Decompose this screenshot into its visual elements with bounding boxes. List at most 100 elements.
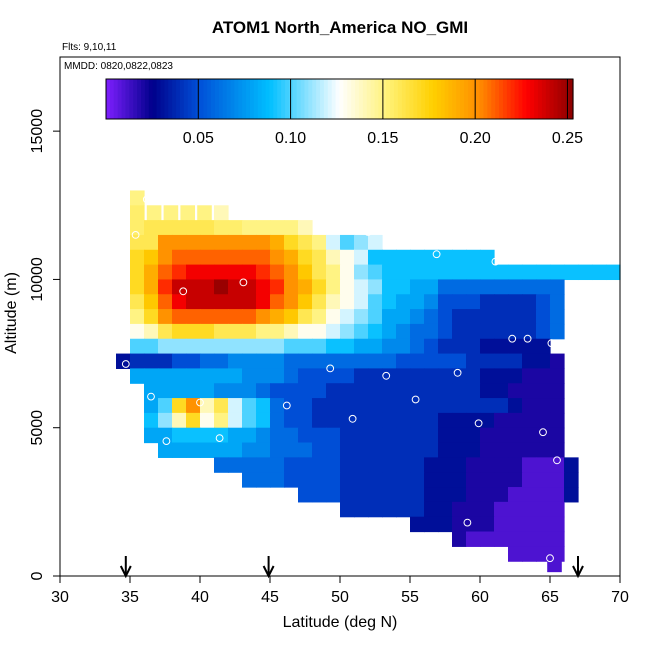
heatmap-cell bbox=[438, 264, 453, 281]
colorbar-segment bbox=[331, 79, 337, 119]
heatmap-cell bbox=[158, 220, 173, 236]
heatmap-cell bbox=[466, 457, 481, 473]
heatmap-cell bbox=[256, 220, 271, 236]
heatmap-cell bbox=[228, 220, 243, 236]
colorbar-segment bbox=[195, 79, 200, 119]
colorbar-segment bbox=[456, 79, 461, 119]
heatmap-cell bbox=[494, 442, 509, 458]
heatmap-cell bbox=[298, 398, 313, 414]
heatmap-cell bbox=[508, 516, 523, 533]
heatmap-cell bbox=[130, 338, 145, 355]
heatmap-cell bbox=[256, 368, 271, 384]
heatmap-cell bbox=[200, 412, 215, 429]
heatmap-cell bbox=[242, 309, 257, 325]
heatmap-cell bbox=[186, 279, 201, 295]
heatmap-cell bbox=[424, 353, 439, 369]
flight-point bbox=[463, 518, 472, 527]
heatmap-cell bbox=[522, 442, 537, 458]
heatmap-cell bbox=[368, 294, 383, 310]
heatmap-cell bbox=[438, 323, 453, 340]
heatmap-cell bbox=[340, 264, 355, 281]
flight-point bbox=[131, 231, 140, 239]
heatmap-cell bbox=[186, 294, 201, 310]
heatmap-cell bbox=[424, 427, 439, 444]
heatmap-cell bbox=[326, 323, 341, 340]
heatmap-cell bbox=[270, 457, 285, 473]
heatmap-cell bbox=[494, 398, 509, 414]
heatmap-cell bbox=[270, 368, 285, 384]
colorbar-segment bbox=[117, 79, 123, 119]
heatmap-cell bbox=[480, 279, 495, 295]
heatmap-cell bbox=[368, 427, 383, 444]
heatmap-cell bbox=[550, 398, 565, 414]
colorbar-segment bbox=[526, 79, 531, 119]
heatmap-cell bbox=[396, 442, 411, 458]
colorbar-segment bbox=[553, 79, 559, 119]
heatmap-cell bbox=[536, 531, 551, 547]
heatmap-cell bbox=[214, 412, 229, 429]
heatmap-cell bbox=[466, 323, 481, 340]
colorbar-segment bbox=[222, 79, 228, 119]
heatmap-cell bbox=[438, 427, 453, 444]
colorbar-segment bbox=[495, 79, 500, 119]
heatmap-cell bbox=[410, 309, 425, 325]
heatmap-cell bbox=[522, 294, 537, 310]
heatmap-cell bbox=[466, 531, 481, 547]
colorbar-segment bbox=[164, 79, 169, 119]
colorbar-segment bbox=[144, 79, 150, 119]
heatmap-cell bbox=[466, 442, 481, 458]
colorbar-segment bbox=[421, 79, 426, 119]
heatmap-cell bbox=[312, 412, 327, 429]
heatmap-cell bbox=[368, 501, 383, 518]
heatmap-cell bbox=[424, 383, 439, 399]
heatmap-cell bbox=[466, 398, 481, 414]
heatmap-cell bbox=[158, 427, 173, 444]
heatmap-cell bbox=[172, 220, 187, 236]
heatmap-cell bbox=[284, 338, 299, 355]
heatmap-cell bbox=[200, 353, 215, 369]
colorbar-segment bbox=[460, 79, 465, 119]
heatmap-cell bbox=[130, 249, 145, 266]
heatmap-cell bbox=[550, 383, 565, 399]
heatmap-cell bbox=[186, 442, 201, 458]
heatmap-cell bbox=[200, 442, 215, 458]
heatmap-cell bbox=[340, 323, 355, 340]
colorbar-segment bbox=[358, 79, 364, 119]
colorbar-segment bbox=[308, 79, 313, 119]
heatmap-cell bbox=[186, 368, 201, 384]
colorbar-segment bbox=[502, 79, 508, 119]
heatmap-cell bbox=[410, 427, 425, 444]
x-tick-label: 40 bbox=[191, 589, 209, 606]
heatmap-cell bbox=[536, 457, 551, 473]
heatmap-cell bbox=[354, 398, 369, 414]
colorbar-segment bbox=[545, 79, 551, 119]
heatmap-cell bbox=[368, 487, 383, 503]
heatmap-cell bbox=[172, 427, 187, 444]
heatmap-cell bbox=[466, 383, 481, 399]
heatmap-cell bbox=[256, 294, 271, 310]
heatmap-cell bbox=[186, 234, 201, 251]
heatmap-cell bbox=[228, 294, 243, 310]
heatmap-cell bbox=[163, 205, 179, 221]
heatmap-cell bbox=[186, 264, 201, 281]
colorbar-segment bbox=[261, 79, 267, 119]
x-tick-label: 50 bbox=[331, 589, 349, 606]
heatmap-cell bbox=[354, 368, 369, 384]
heatmap-cell bbox=[396, 457, 411, 473]
y-tick-label: 0 bbox=[29, 571, 46, 580]
heatmap-cell bbox=[396, 472, 411, 488]
heatmap-cell bbox=[298, 472, 313, 488]
heatmap-cell bbox=[130, 368, 145, 384]
heatmap-cell bbox=[186, 383, 201, 399]
heatmap-cell bbox=[200, 323, 215, 340]
heatmap-cell bbox=[410, 249, 425, 266]
colorbar-segment bbox=[176, 79, 181, 119]
heatmap-cell bbox=[186, 412, 201, 429]
heatmap-cell bbox=[256, 472, 271, 488]
colorbar-segment bbox=[281, 79, 286, 119]
heatmap-cell bbox=[494, 309, 509, 325]
heatmap-cell bbox=[382, 338, 397, 355]
colorbar-segment bbox=[300, 79, 306, 119]
flight-point bbox=[523, 334, 532, 343]
